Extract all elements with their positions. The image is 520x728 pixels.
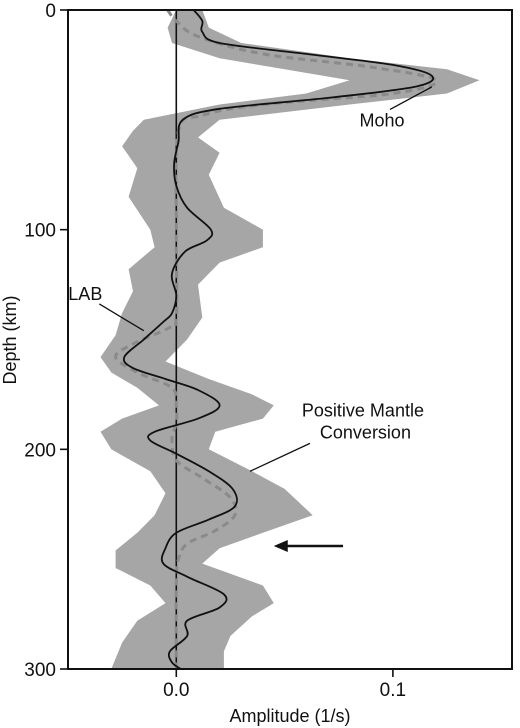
annotation-leader-line — [98, 303, 145, 332]
axes-frame-layer — [67, 9, 513, 670]
annotation-moho: Moho — [360, 86, 433, 130]
annotation-lab: LAB — [68, 284, 145, 332]
arrow-indicator — [273, 539, 344, 552]
series-solid-line — [122, 10, 435, 669]
annotation-text: Moho — [360, 110, 405, 130]
uncertainty-band — [100, 10, 480, 669]
uncertainty-band-layer — [100, 10, 480, 669]
y-tick-label: 0 — [45, 1, 56, 22]
plot-frame — [67, 9, 513, 670]
y-tick-label: 100 — [24, 221, 56, 242]
x-axis-label: Amplitude (1/s) — [229, 706, 350, 726]
x-tick-label: 0.0 — [163, 680, 189, 701]
y-axis-label: Depth (km) — [0, 295, 20, 384]
tick-layer: 0 100 200 300 0.0 0.1 — [24, 1, 406, 701]
y-tick-label: 200 — [24, 440, 56, 461]
annotation-line: LAB — [68, 284, 102, 304]
annotation-positive-mantle-conversion: Positive Mantle Conversion — [249, 400, 424, 472]
annotation-layer: Moho LAB Positive Mantle Conversion — [68, 86, 433, 552]
x-tick-label: 0.1 — [380, 680, 406, 701]
arrow-head — [273, 539, 288, 552]
series-dashed-line — [114, 10, 439, 669]
annotation-text: Positive Mantle Conversion — [302, 400, 424, 442]
annotation-line: Conversion — [320, 422, 411, 442]
annotation-line: Positive Mantle — [302, 400, 424, 420]
annotation-text: LAB — [68, 284, 102, 304]
y-tick-label: 300 — [24, 660, 56, 681]
annotation-line: Moho — [360, 110, 405, 130]
series-layer — [114, 10, 439, 669]
annotation-leader-line — [249, 442, 311, 472]
annotation-leader-line — [389, 86, 433, 110]
